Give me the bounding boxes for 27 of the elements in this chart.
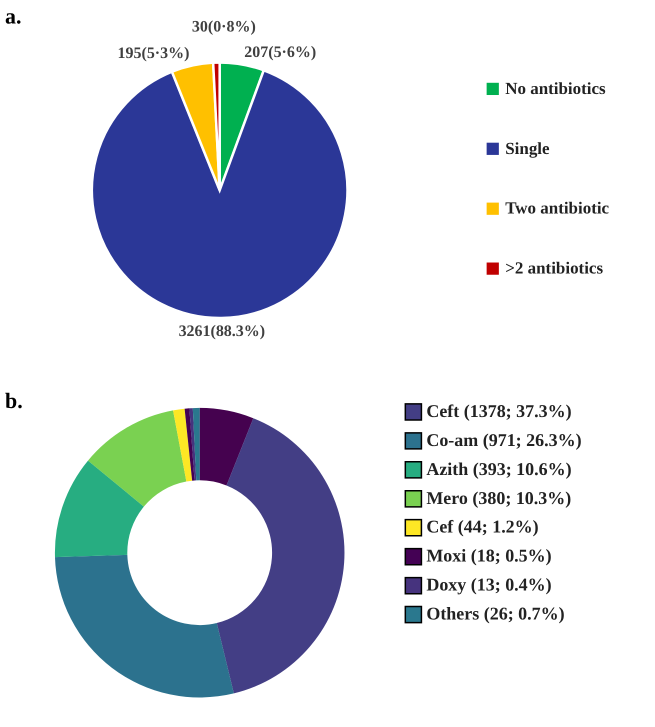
legend-label: Ceft (1378; 37.3%) (426, 400, 572, 421)
legend-label: Azith (393; 10.6%) (426, 458, 572, 479)
donut-slice (192, 408, 200, 480)
legend-label: Two antibiotic (505, 198, 610, 218)
donut-slice (54, 554, 234, 698)
donut-slice (54, 460, 144, 558)
legend-label: Moxi (18; 0.5%) (426, 546, 552, 566)
data-label: 195(5·3%) (118, 44, 190, 62)
donut-slice (200, 408, 254, 486)
donut-slice (216, 418, 344, 694)
donut-slice (173, 408, 192, 482)
legend-label: No antibiotics (505, 78, 606, 98)
legend-label: Mero (380; 10.3%) (426, 488, 572, 508)
legend-label: Single (505, 138, 550, 158)
data-label: 30(0·8%) (192, 18, 256, 36)
legend-label: Cef (44; 1.2%) (426, 516, 539, 537)
donut-slice (184, 408, 195, 481)
legend-label: Others (26; 0.7%) (426, 604, 565, 624)
legend-label: Doxy (13; 0.4%) (426, 574, 552, 595)
legend-label: >2 antibiotics (505, 258, 604, 278)
donut-slice (88, 410, 186, 507)
data-label: 207(5·6%) (244, 44, 316, 61)
donut-slice (189, 408, 196, 480)
data-label: 3261(88.3%) (178, 322, 266, 340)
chart-title: a. (4, 4, 22, 29)
legend-label: Co-am (971; 26.3%) (426, 430, 582, 450)
chart-title: b. (4, 388, 23, 413)
